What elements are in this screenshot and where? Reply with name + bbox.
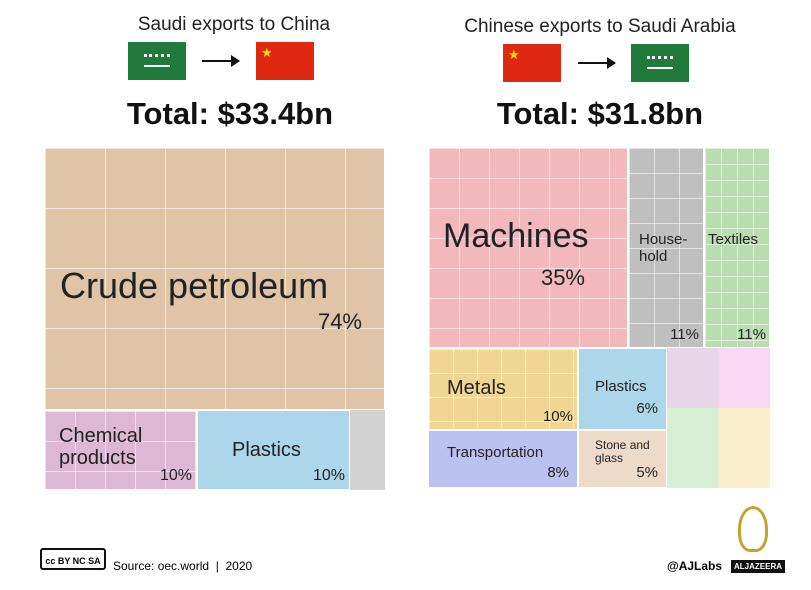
treemap-tile: Chemical products 10% bbox=[44, 410, 197, 490]
flag-saudi bbox=[128, 42, 186, 80]
tile-label: Crude petroleum bbox=[60, 265, 329, 306]
treemap-tile: Textiles 11% bbox=[704, 147, 770, 348]
treemap-tile: Machines 35% bbox=[428, 147, 628, 348]
tile-value: 11% bbox=[670, 326, 699, 343]
flag-china: ★ bbox=[503, 44, 561, 82]
tile-value: 10% bbox=[312, 467, 345, 484]
flag-saudi bbox=[631, 44, 689, 82]
treemap-tile: Crude petroleum 74% bbox=[44, 147, 385, 410]
tile-value: 35% bbox=[540, 265, 585, 290]
tile-label: Metals bbox=[447, 377, 506, 399]
license-icon: cc BY NC SA bbox=[40, 548, 106, 570]
treemap-tile: Plastics 10% bbox=[197, 410, 350, 490]
treemap-tile: Stone and glass 5% bbox=[578, 430, 667, 488]
tile-label: Chemical products bbox=[59, 425, 143, 469]
tile-label: Machines bbox=[443, 217, 589, 255]
arrow bbox=[202, 55, 240, 67]
tile-value: 10% bbox=[159, 467, 192, 484]
other-tiles bbox=[667, 348, 770, 488]
total: Total: $33.4bn bbox=[126, 96, 334, 131]
source: Source: oec.world | 2020 bbox=[113, 559, 253, 573]
treemap-tile: Transportation 8% bbox=[428, 430, 578, 488]
treemap-tile: Metals 10% bbox=[428, 348, 578, 430]
chart-title: Chinese exports to Saudi Arabia bbox=[464, 16, 736, 37]
tile-label: Textiles bbox=[708, 231, 759, 248]
tile-label: Transportation bbox=[447, 444, 544, 461]
treemap-tile: Plastics 6% bbox=[578, 348, 667, 430]
chart-title: Saudi exports to China bbox=[137, 14, 331, 35]
tile-label: Plastics bbox=[232, 439, 301, 461]
treemap-tile: House- hold 11% bbox=[628, 147, 704, 348]
total: Total: $31.8bn bbox=[496, 96, 704, 131]
flag-china: ★ bbox=[256, 42, 314, 80]
arrow bbox=[578, 57, 616, 69]
credit: @AJLabs bbox=[667, 559, 723, 573]
tile-value: 8% bbox=[547, 464, 569, 481]
logo-mark bbox=[738, 506, 768, 552]
tile-value: 11% bbox=[737, 326, 766, 343]
other-tiles bbox=[350, 410, 385, 490]
tile-label: Plastics bbox=[595, 378, 647, 395]
logo: ALJAZEERA bbox=[731, 560, 786, 573]
tile-label: Stone and glass bbox=[595, 438, 650, 466]
tile-value: 5% bbox=[636, 464, 658, 481]
tile-value: 74% bbox=[317, 309, 362, 334]
tile-label: House- hold bbox=[639, 231, 688, 265]
tile-value: 10% bbox=[542, 408, 573, 425]
tile-value: 6% bbox=[636, 400, 658, 417]
